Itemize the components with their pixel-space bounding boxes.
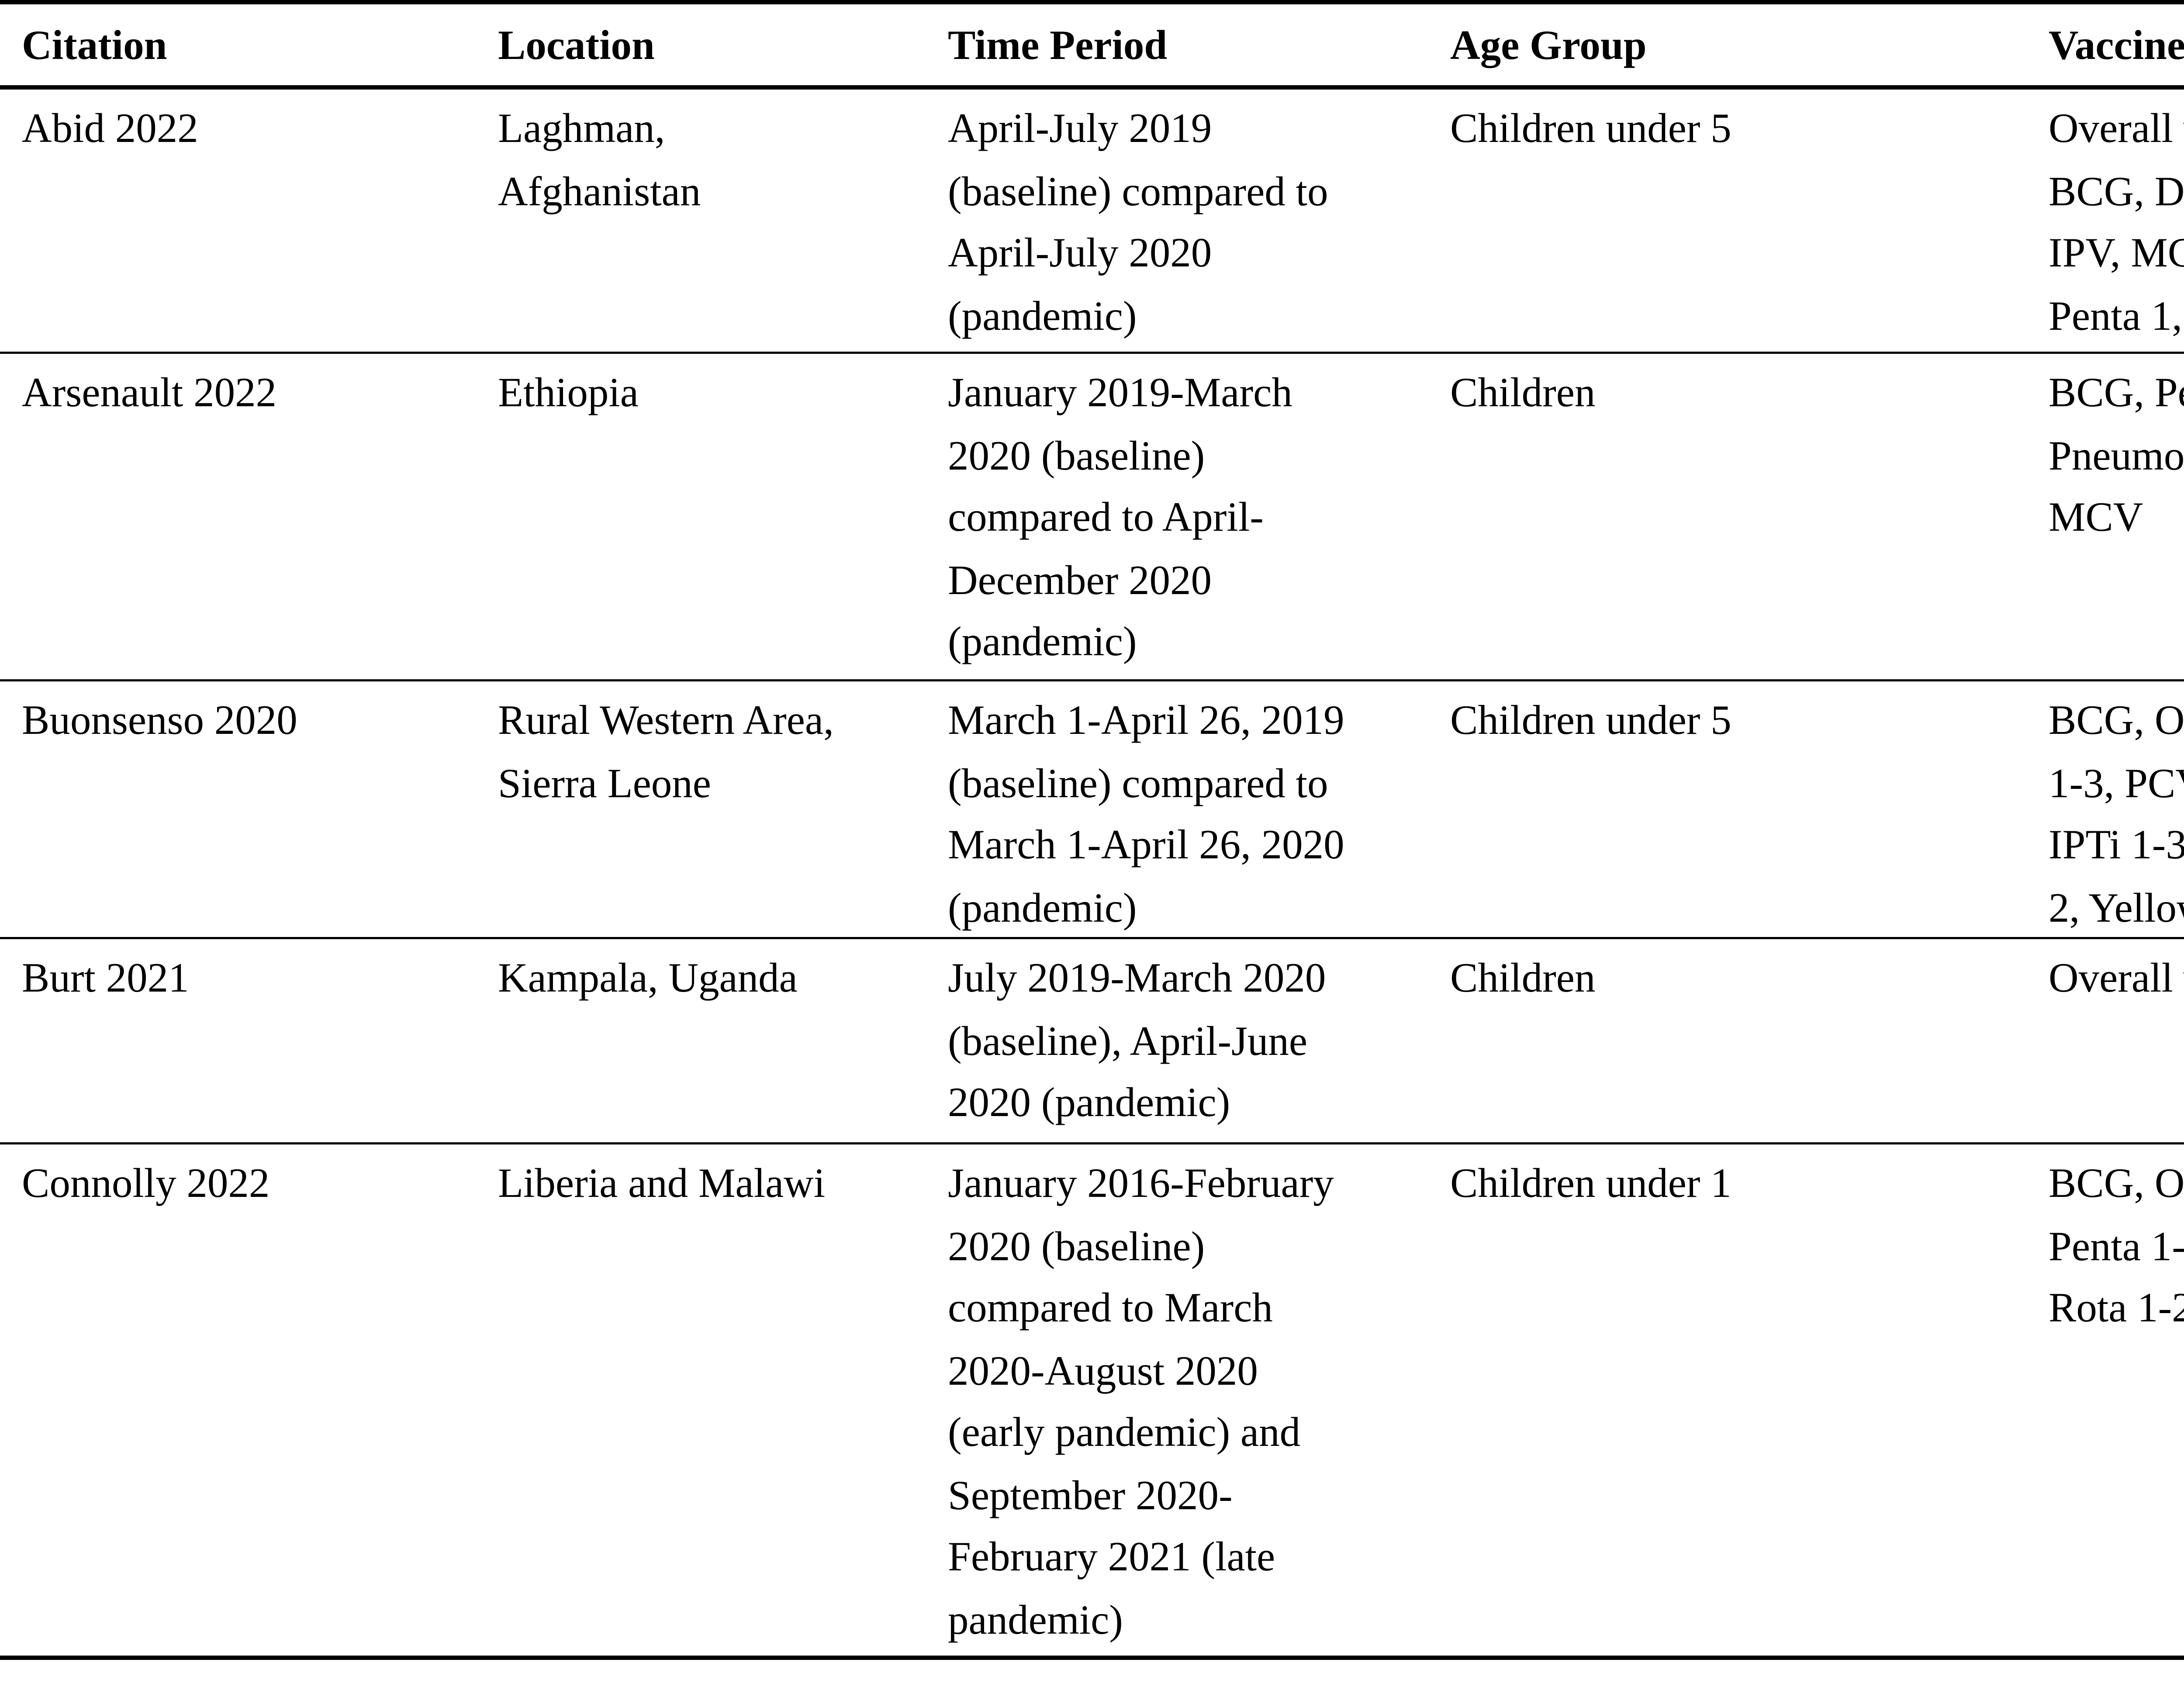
column-header-citation: Citation [22,24,167,70]
table-header-row: Citation Location Time Period Age Group … [0,4,2184,90]
age-group-cell: Children [1450,371,1596,417]
citation-cell: Arsenault 2022 [0,354,498,679]
citation-cell: Abid 2022 [0,90,498,352]
vaccines-cell: BCG, OPV or IPV 0-3, Penta 1-3, PCV 1-3,… [2049,1162,2184,1332]
location-cell: Laghman, Afghanistan [498,107,701,215]
time-period-cell: March 1-April 26, 2019 (baseline) compar… [948,699,1344,932]
time-period-cell: July 2019-March 2020 (baseline), April-J… [948,957,1326,1127]
citation-text: Burt 2021 [22,957,189,1003]
vaccines-cell: BCG, Penta, Pneumococcal, Rota, MCV [2049,371,2184,542]
citation-cell: Burt 2021 [0,939,498,1142]
age-group-cell: Children [1450,957,1596,1003]
column-header-location: Location [498,24,655,70]
citation-cell: Buonsenso 2020 [0,681,498,941]
vaccines-cell: Overall vaccination [2049,957,2184,1003]
vaccines-cell: BCG, OPV 0-2, Penta 1-3, PCV 1-3, Rota 1… [2049,699,2184,932]
age-group-cell: Children under 5 [1450,107,1731,153]
location-cell: Ethiopia [498,371,639,417]
location-cell: Rural Western Area, Sierra Leone [498,699,834,807]
column-header-vaccines: Vaccines [2049,24,2184,70]
table-row: Abid 2022 Laghman, Afghanistan April-Jul… [0,90,2184,354]
table-row: Burt 2021 Kampala, Uganda July 2019-Marc… [0,939,2184,1144]
citation-text: Connolly 2022 [22,1162,270,1208]
age-group-cell: Children under 1 [1450,1162,1731,1208]
column-header-time-period: Time Period [948,24,1168,70]
citation-text: Arsenault 2022 [22,371,277,417]
table-row: Connolly 2022 Liberia and Malawi January… [0,1144,2184,1660]
column-header-age-group: Age Group [1450,24,1647,70]
age-group-cell: Children under 5 [1450,699,1731,745]
citation-cell: Connolly 2022 [0,1144,498,1656]
location-cell: Liberia and Malawi [498,1162,826,1208]
table-row: Arsenault 2022 Ethiopia January 2019-Mar… [0,354,2184,681]
time-period-cell: January 2016-February 2020 (baseline) co… [948,1162,1334,1644]
location-cell: Kampala, Uganda [498,957,798,1003]
time-period-cell: January 2019-March 2020 (baseline) compa… [948,371,1292,666]
citation-text: Buonsenso 2020 [22,699,297,745]
citation-text: Abid 2022 [22,107,198,153]
vaccines-cell: Overall vaccination, BCG, DTP, Hep B, IP… [2049,107,2184,340]
table-row: Buonsenso 2020 Rural Western Area, Sierr… [0,681,2184,939]
time-period-cell: April-July 2019 (baseline) compared to A… [948,107,1328,340]
